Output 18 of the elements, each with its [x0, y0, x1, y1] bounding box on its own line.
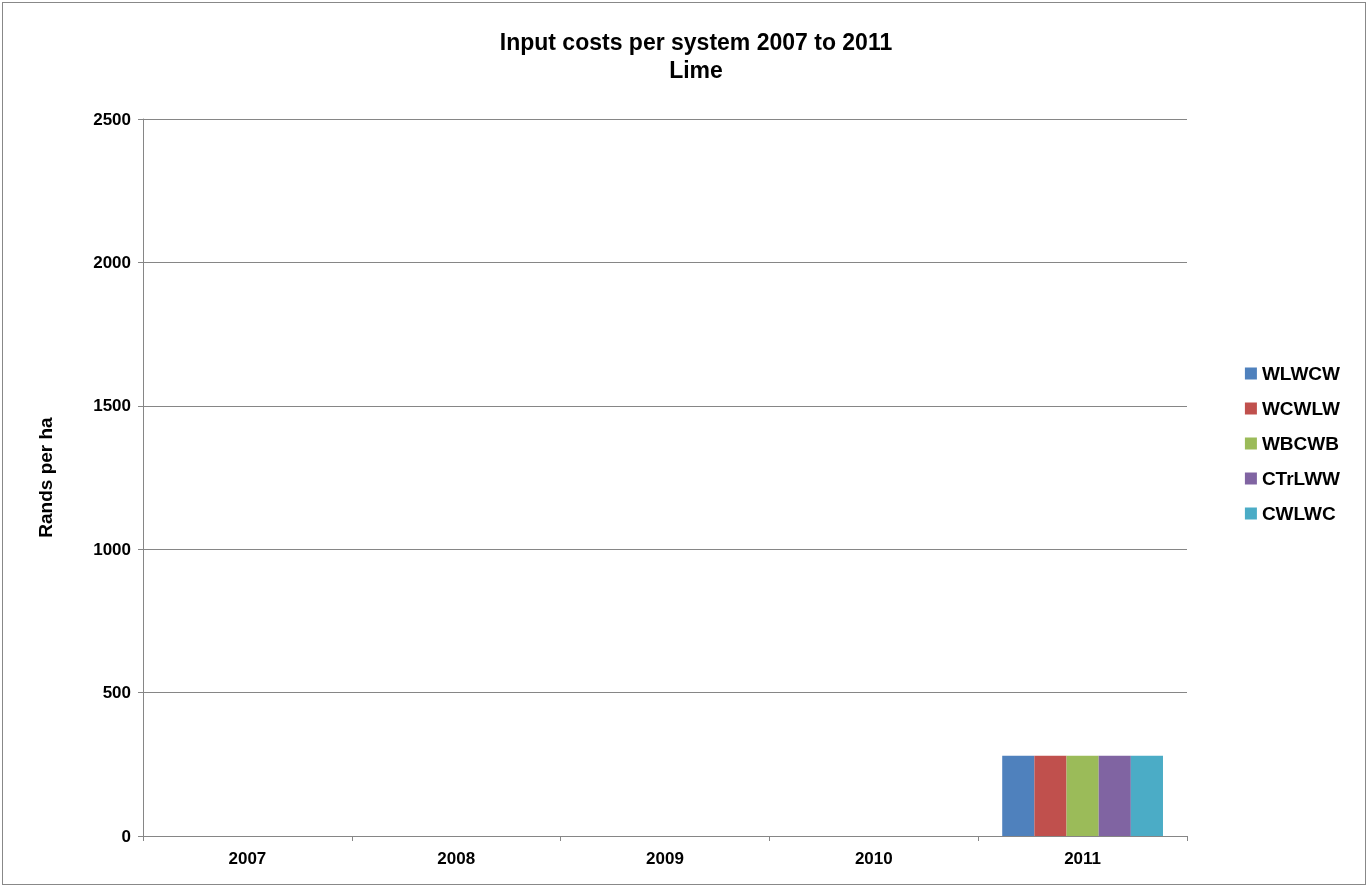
y-tick-label: 1500: [93, 396, 131, 416]
y-tick-label: 500: [102, 683, 131, 703]
y-tick-label: 2000: [93, 252, 131, 272]
legend-label: WCWLW: [1261, 398, 1341, 419]
x-tick-label: 2009: [646, 849, 684, 868]
y-tick-label: 2500: [93, 109, 131, 129]
y-tick-label: 1000: [93, 539, 131, 559]
legend-label: WBCWB: [1261, 433, 1339, 454]
x-tick-label: 2011: [1064, 849, 1102, 868]
x-tick-label: 2010: [854, 849, 893, 868]
legend-label: CTrLWW: [1261, 468, 1341, 489]
x-tick-label: 2008: [437, 849, 476, 868]
y-axis-title: Rands per ha: [35, 416, 56, 538]
y-tick-label: 0: [121, 826, 131, 846]
chart-title: Input costs per system 2007 to 2011 Lime: [499, 29, 893, 83]
x-tick-label: 2007: [228, 849, 267, 868]
legend-label: WLWCW: [1261, 363, 1341, 384]
legend-label: CWLWC: [1261, 503, 1337, 524]
